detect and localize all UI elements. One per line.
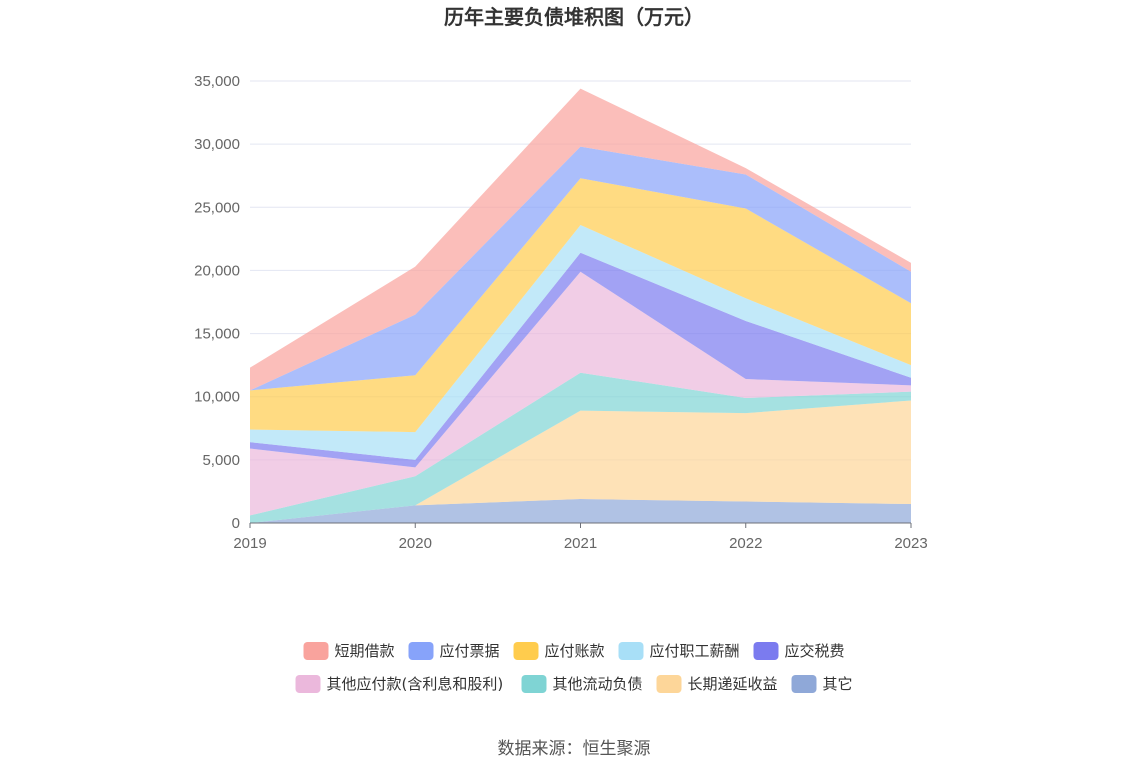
y-tick-label: 0 (232, 515, 240, 532)
legend-swatch (521, 675, 547, 693)
legend-swatch (303, 642, 329, 660)
legend-label: 其他应付款(含利息和股利) (327, 675, 504, 693)
x-tick-label: 2023 (894, 535, 927, 552)
axes: 0 5,000 10,000 15,000 20,000 25,000 30,000 35,0… (194, 73, 928, 552)
area-series-7 (250, 146, 911, 391)
legend-item[interactable]: 其它 (791, 675, 853, 693)
chart-title: 历年主要负债堆积图（万元） (444, 5, 704, 29)
area-series-1 (250, 400, 911, 523)
area-series-0 (250, 499, 911, 523)
legend-item[interactable]: 应交税费 (753, 642, 845, 660)
legend-item[interactable]: 应付账款 (513, 642, 605, 660)
legend-label: 其它 (823, 675, 853, 693)
legend-item[interactable]: 长期递延收益 (656, 675, 778, 693)
legend-label: 应付职工薪酬 (650, 642, 740, 660)
legend-swatch (513, 642, 539, 660)
y-tick-label: 25,000 (194, 199, 240, 216)
legend-item[interactable]: 其他流动负债 (521, 675, 643, 693)
legend-label: 其他流动负债 (553, 675, 643, 693)
area-series-3 (250, 271, 911, 516)
legend-label: 应交税费 (785, 642, 845, 660)
area-series-6 (250, 178, 911, 433)
legend-label: 短期借款 (335, 642, 395, 660)
data-source-note: 数据来源：恒生聚源 (498, 739, 651, 759)
y-tick-label: 15,000 (194, 326, 240, 343)
x-tick-label: 2019 (233, 535, 266, 552)
legend-item[interactable]: 应付票据 (408, 642, 500, 660)
legend-swatch (656, 675, 682, 693)
legend-item[interactable]: 短期借款 (303, 642, 395, 660)
legend-swatch (408, 642, 434, 660)
legend-item[interactable]: 应付职工薪酬 (618, 642, 740, 660)
x-tick-label: 2020 (399, 535, 432, 552)
legend-label: 应付票据 (440, 642, 500, 660)
legend-swatch (618, 642, 644, 660)
y-tick-label: 5,000 (202, 452, 240, 469)
legend-swatch (295, 675, 321, 693)
y-tick-label: 20,000 (194, 262, 240, 279)
x-tick-label: 2022 (729, 535, 762, 552)
legend-label: 长期递延收益 (688, 675, 778, 693)
legend-label: 应付账款 (545, 642, 605, 660)
legend-item[interactable]: 其他应付款(含利息和股利) (295, 675, 504, 693)
x-tick-label: 2021 (564, 535, 597, 552)
area-series-5 (250, 224, 911, 460)
y-tick-label: 35,000 (194, 73, 240, 90)
legend-swatch (753, 642, 779, 660)
series-areas (250, 88, 911, 523)
legend-swatch (791, 675, 817, 693)
y-tick-label: 10,000 (194, 389, 240, 406)
area-series-4 (250, 252, 911, 468)
area-series-2 (250, 372, 911, 523)
y-tick-label: 30,000 (194, 136, 240, 153)
